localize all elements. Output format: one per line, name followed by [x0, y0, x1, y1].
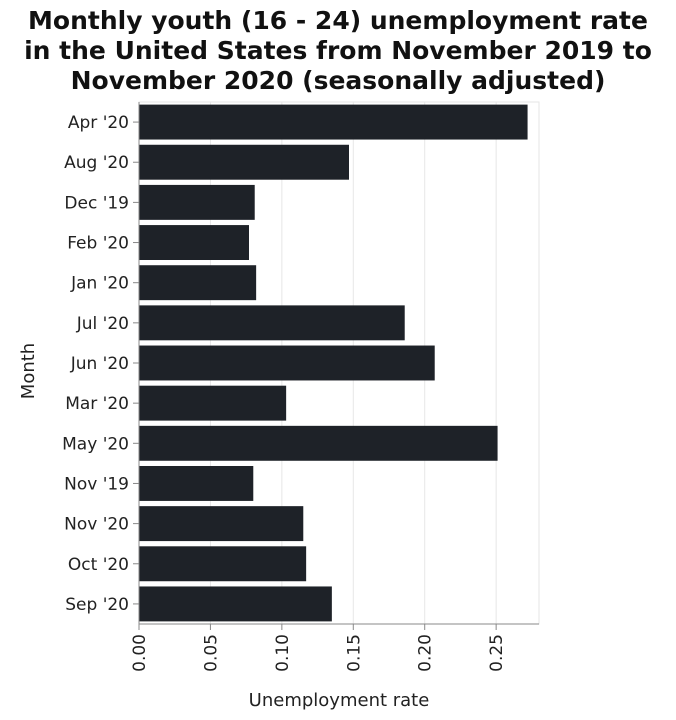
- y-tick-label: Apr '20: [68, 113, 129, 133]
- y-tick-label: Feb '20: [67, 234, 129, 254]
- x-tick-label: 0.05: [201, 634, 221, 672]
- chart-title-line-3: November 2020 (seasonally adjusted): [70, 66, 606, 95]
- y-tick-label: Oct '20: [68, 555, 129, 575]
- bar: [139, 586, 332, 622]
- x-tick-label: 0.20: [416, 634, 436, 672]
- y-tick-label: Jun '20: [70, 354, 129, 374]
- y-tick-label: Aug '20: [64, 153, 129, 173]
- bar: [139, 305, 405, 341]
- y-tick-label: Dec '19: [64, 193, 129, 213]
- axes-layer: Apr '20 Aug '20 Dec '19 Feb '20 Jan '20 Jul '…: [62, 102, 539, 672]
- x-tick-label: 0.00: [130, 634, 150, 672]
- bar: [139, 345, 435, 381]
- y-tick-label: May '20: [62, 434, 129, 454]
- bar: [139, 506, 304, 542]
- bar: [139, 546, 307, 582]
- y-tick-label: Mar '20: [65, 394, 129, 414]
- bar: [139, 225, 249, 261]
- y-tick-label: Nov '19: [64, 474, 129, 494]
- y-tick-label: Sep '20: [65, 595, 129, 615]
- x-tick-label: 0.25: [487, 634, 507, 672]
- bar: [139, 385, 287, 421]
- bar: [139, 465, 254, 501]
- y-tick-label: Nov '20: [64, 515, 129, 535]
- y-tick-label: Jan '20: [70, 274, 129, 294]
- chart-title-line-1: Monthly youth (16 - 24) unemployment rat…: [28, 6, 648, 35]
- x-tick-label: 0.10: [273, 634, 293, 672]
- bar: [139, 265, 257, 301]
- bar: [139, 184, 255, 220]
- bar: [139, 144, 349, 180]
- chart-title-line-2: in the United States from November 2019 …: [24, 36, 652, 65]
- bar: [139, 104, 528, 140]
- bar: [139, 425, 498, 461]
- x-axis-label: Unemployment rate: [249, 690, 430, 711]
- bars-layer: [139, 104, 528, 622]
- y-axis-label: Month: [18, 343, 39, 399]
- chart-title: Monthly youth (16 - 24) unemployment rat…: [0, 6, 676, 96]
- x-tick-label: 0.15: [344, 634, 364, 672]
- y-tick-label: Jul '20: [76, 314, 129, 334]
